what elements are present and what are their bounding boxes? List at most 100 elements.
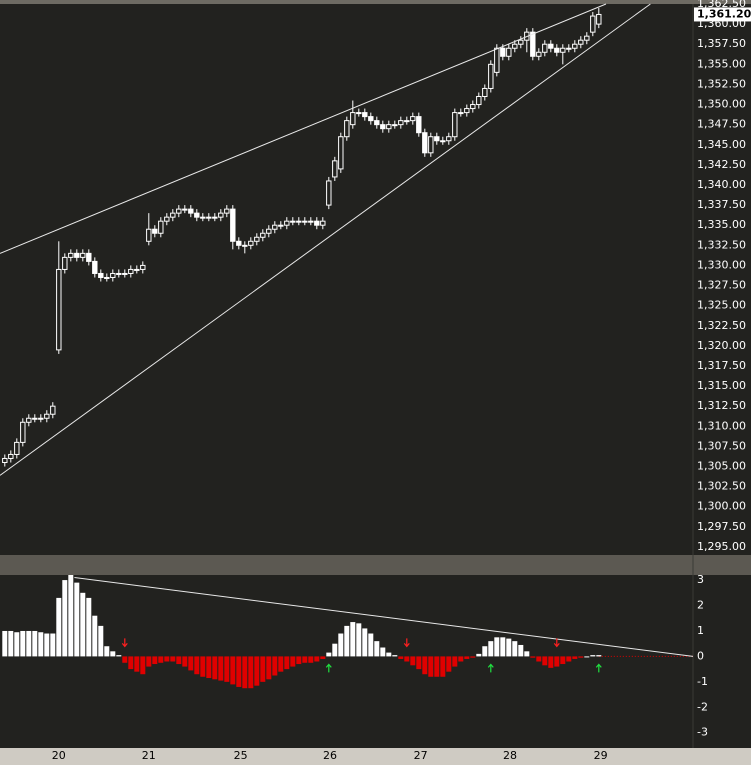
candle-body [230, 208, 236, 242]
histogram-bar [416, 656, 422, 670]
y-tick-label: 1,335.00 [697, 218, 746, 231]
y-tick-label: 1,322.50 [697, 319, 746, 332]
candle-body [590, 15, 596, 33]
candle-body [68, 252, 74, 258]
histogram-bar [38, 632, 44, 657]
last-price-label: 1,361.20 [697, 7, 751, 20]
candle-body [404, 120, 410, 123]
candle-body [470, 104, 476, 110]
histogram-bar [26, 630, 32, 657]
candle-body [308, 220, 314, 223]
candle-body [134, 268, 140, 271]
candle-body [38, 417, 44, 420]
candle-body [206, 216, 212, 219]
histogram-bar [290, 656, 296, 667]
candle-body [200, 216, 206, 219]
histogram-bar [308, 656, 314, 663]
histogram-bar [128, 656, 134, 670]
histogram-bar [248, 656, 254, 689]
histogram-bar [8, 630, 14, 657]
histogram-bar [194, 656, 200, 675]
histogram-bar [164, 656, 170, 662]
histogram-bar [212, 656, 218, 680]
candle-body [164, 216, 170, 222]
candle-body [254, 236, 260, 242]
sell-arrow [403, 638, 410, 648]
candle-body [566, 47, 572, 50]
panel-separator [0, 555, 751, 575]
candle-body [548, 43, 554, 49]
candle-body [8, 453, 14, 459]
histogram-bar [254, 656, 260, 686]
candle-body [356, 112, 362, 115]
histogram-bar [80, 592, 86, 657]
x-tick-label: 25 [234, 749, 248, 762]
y-tick-label: 1,357.50 [697, 37, 746, 50]
candle-body [236, 240, 242, 246]
histogram-bar [86, 597, 92, 657]
candle-body [218, 212, 224, 218]
histogram-bar [452, 656, 458, 667]
candle-body [428, 136, 434, 154]
histogram-bar [566, 656, 572, 662]
y-tick-label: 1,352.50 [697, 77, 746, 90]
candle-body [320, 220, 326, 226]
candle-body [302, 220, 308, 223]
histogram-bar [530, 656, 536, 658]
histogram-bar [152, 656, 158, 665]
candle-body [212, 216, 218, 219]
histogram-bar [398, 656, 404, 659]
sell-arrow [121, 638, 128, 648]
y-tick-label: 1,337.50 [697, 198, 746, 211]
histogram-bar [428, 656, 434, 677]
candle-body [494, 47, 500, 73]
candle-body [374, 120, 380, 126]
histogram-bar [446, 656, 452, 672]
candle-body [380, 124, 386, 130]
histogram-bar [320, 656, 326, 659]
candle-body [242, 244, 248, 247]
histogram-bar [176, 656, 182, 665]
candle-body [344, 120, 350, 138]
candle-body [158, 220, 164, 234]
x-tick-label: 26 [323, 749, 337, 762]
histogram-bar [392, 655, 398, 657]
histogram-bar [590, 655, 596, 657]
histogram-bar [560, 656, 566, 665]
y-tick-label: 1,315.00 [697, 379, 746, 392]
y-tick-label: 1,332.50 [697, 238, 746, 251]
candle-body [368, 116, 374, 122]
y-tick-label: 1,340.00 [697, 178, 746, 191]
candle-body [464, 108, 470, 114]
x-tick-label: 21 [142, 749, 156, 762]
histogram-bar [182, 656, 188, 667]
candle-body [152, 228, 158, 234]
candle-body [122, 272, 128, 275]
candle-body [530, 31, 536, 57]
y-tick-label: 1,300.00 [697, 500, 746, 513]
trendline [0, 3, 607, 254]
y-tick-label: 1,345.00 [697, 138, 746, 151]
y-tick-label: 1,295.00 [697, 540, 746, 553]
y-tick-label: 1,310.00 [697, 419, 746, 432]
candle-body [482, 87, 488, 98]
candle-body [572, 43, 578, 49]
candle-body [554, 47, 560, 53]
y-tick-label: 1,347.50 [697, 118, 746, 131]
y-tick-label: 1 [697, 624, 704, 637]
buy-arrow [325, 663, 332, 673]
candle-body [452, 112, 458, 138]
histogram-bar [482, 646, 488, 657]
candle-body [98, 272, 104, 278]
histogram-bar [32, 630, 38, 657]
candle-body [440, 140, 446, 143]
candle-body [290, 220, 296, 223]
histogram-bar [92, 615, 98, 657]
histogram-bar [554, 656, 560, 667]
histogram-bar [56, 597, 62, 657]
histogram-bar [284, 656, 290, 670]
candle-body [326, 180, 332, 206]
candle-body [140, 264, 146, 270]
